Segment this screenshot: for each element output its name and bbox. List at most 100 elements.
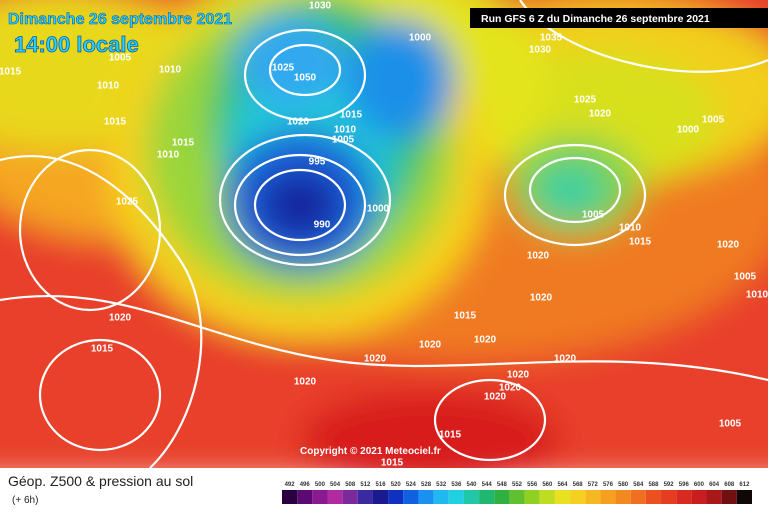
color-scale: 492 496 500 504 508 512 516 520 524 528 532 536 540 5… [282, 482, 752, 504]
legend-title: Géop. Z500 & pression au sol [8, 473, 193, 489]
scale-swatch [585, 490, 601, 504]
scale-swatch [736, 490, 752, 504]
geopotential-field [0, 0, 768, 490]
scale-label: 572 [588, 482, 599, 488]
isobar-label: 1035 [540, 33, 563, 44]
isobar-label: 1000 [409, 33, 432, 44]
isobar-label: 1025 [574, 95, 597, 106]
scale-label: 524 [406, 482, 417, 488]
isobar-label: 1020 [294, 377, 317, 388]
isobar-label: 1015 [91, 344, 114, 355]
scale-swatch [494, 490, 510, 504]
scale-swatch [630, 490, 646, 504]
scale-swatch [554, 490, 571, 504]
isobar-label: 1015 [340, 110, 363, 121]
isobar-label: 1015 [629, 237, 652, 248]
isobar-label: 1030 [309, 1, 332, 12]
isobar-label: 1015 [0, 67, 22, 78]
isobar-label: 1010 [159, 65, 182, 76]
legend-subtitle: (+ 6h) [12, 495, 38, 506]
scale-swatch [327, 490, 343, 504]
isobar-label: 1005 [719, 419, 742, 430]
scale-swatch [615, 490, 631, 504]
isobar-label: 1020 [530, 293, 553, 304]
isobar-label: 1010 [97, 81, 120, 92]
scale-label: 508 [345, 482, 356, 488]
scale-label: 600 [694, 482, 705, 488]
scale-swatch [706, 490, 722, 504]
isobar-label: 1020 [527, 251, 550, 262]
scale-swatch [570, 490, 586, 504]
scale-label: 516 [376, 482, 387, 488]
isobar-label: 1020 [484, 392, 507, 403]
scale-label: 576 [603, 482, 614, 488]
isobar-label: 1010 [334, 125, 357, 136]
map-time: 14:00 locale [14, 32, 139, 57]
scale-label: 596 [679, 482, 690, 488]
scale-swatch [509, 490, 525, 504]
scale-label: 512 [360, 482, 371, 488]
scale-swatch [418, 490, 434, 504]
scale-label: 548 [497, 482, 508, 488]
scale-label: 492 [285, 482, 296, 488]
scale-label: 496 [300, 482, 311, 488]
isobar-label: 1005 [702, 115, 725, 126]
scale-label: 520 [391, 482, 402, 488]
scale-swatch [463, 490, 480, 504]
isobar-lines [0, 0, 768, 468]
isobar-label: 1015 [104, 117, 127, 128]
isobar-label: 1005 [582, 210, 605, 221]
scale-label: 556 [527, 482, 538, 488]
scale-swatch [388, 490, 404, 504]
isobar-label: 1005 [734, 272, 757, 283]
map-date: Dimanche 26 septembre 2021 [8, 11, 232, 28]
isobar-label: 1005 [109, 53, 132, 64]
scale-label: 592 [664, 482, 675, 488]
scale-swatch [479, 490, 495, 504]
run-box [470, 8, 768, 28]
isobar-label: 990 [314, 220, 331, 231]
scale-swatch [721, 490, 737, 504]
scale-swatch [297, 490, 313, 504]
isobar-label: 1025 [272, 63, 295, 74]
isobar-label: 1020 [554, 354, 577, 365]
scale-label: 568 [573, 482, 584, 488]
isobar-label: 1025 [116, 197, 139, 208]
isobar-label: 1015 [454, 311, 477, 322]
scale-swatch [691, 490, 707, 504]
isobar-label: 1015 [172, 138, 195, 149]
scale-swatch [448, 490, 464, 504]
scale-swatch [661, 490, 677, 504]
isobar-label: 1030 [529, 45, 552, 56]
scale-swatch [433, 490, 449, 504]
scale-label: 612 [739, 482, 750, 488]
scale-label: 552 [512, 482, 523, 488]
isobar-label: 1020 [474, 335, 497, 346]
scale-label: 528 [421, 482, 432, 488]
scale-label: 536 [451, 482, 462, 488]
isobar-label: 1020 [589, 109, 612, 120]
isobar-label: 1020 [507, 370, 530, 381]
scale-label: 608 [724, 482, 735, 488]
scale-swatch [524, 490, 540, 504]
scale-label: 584 [633, 482, 644, 488]
isobar-label: 1000 [677, 125, 700, 136]
scale-label: 560 [542, 482, 553, 488]
scale-label: 500 [315, 482, 326, 488]
scale-label: 604 [709, 482, 720, 488]
copyright: Copyright © 2021 Meteociel.fr [300, 446, 441, 457]
scale-swatch [372, 490, 389, 504]
scale-swatch [342, 490, 358, 504]
scale-swatch [600, 490, 616, 504]
scale-label: 504 [330, 482, 341, 488]
isobar-label: 1010 [746, 290, 768, 301]
isobar-label: 1020 [419, 340, 442, 351]
scale-label: 580 [618, 482, 629, 488]
isobar-label: 1020 [287, 117, 310, 128]
run-info: Run GFS 6 Z du Dimanche 26 septembre 202… [481, 13, 710, 25]
scale-swatch [312, 490, 328, 504]
isobar-label: 1000 [367, 204, 390, 215]
scale-label: 544 [482, 482, 493, 488]
scale-swatch [539, 490, 555, 504]
